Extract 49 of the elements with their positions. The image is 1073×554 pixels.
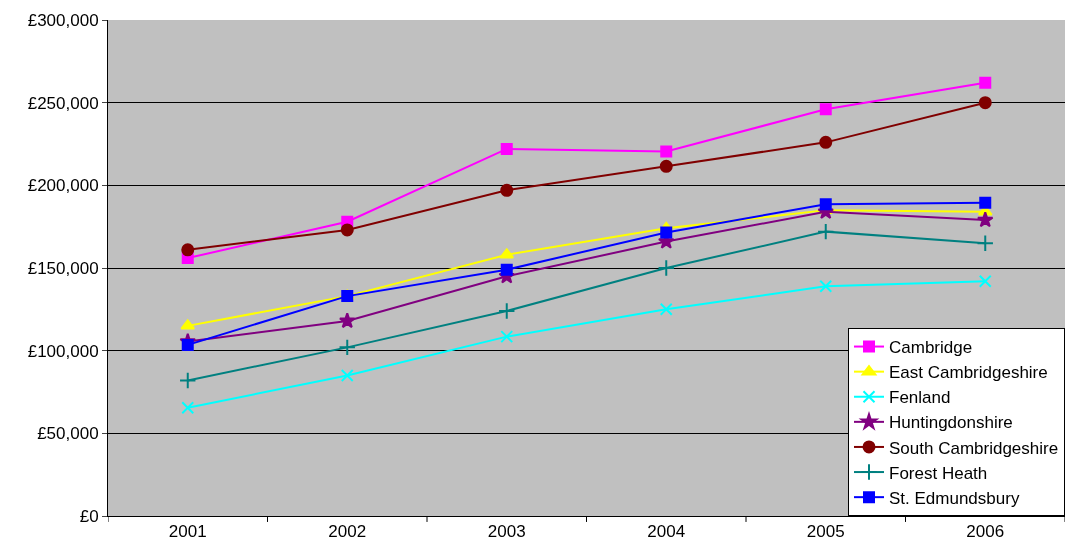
legend-label: South Cambridgeshire — [889, 438, 1059, 458]
point — [819, 135, 833, 149]
legend-label: Forest Heath — [889, 463, 988, 483]
point — [979, 196, 992, 209]
point — [976, 234, 994, 252]
point — [657, 259, 675, 277]
legend-label: Huntingdonshire — [889, 413, 1013, 433]
point — [660, 145, 673, 158]
point — [500, 330, 514, 344]
y-tick-label: £0 — [79, 506, 99, 526]
point — [340, 368, 354, 382]
point — [976, 211, 994, 228]
point — [819, 198, 832, 211]
legend-label: Fenland — [889, 388, 951, 408]
y-tick-label: £100,000 — [27, 341, 99, 361]
point — [979, 76, 992, 89]
x-tick-label: 2001 — [168, 522, 207, 542]
y-tick-label: £50,000 — [37, 424, 99, 444]
point — [978, 96, 992, 110]
x-tick-label: 2004 — [647, 522, 686, 542]
point — [500, 263, 513, 276]
point — [659, 159, 673, 173]
point — [338, 338, 356, 357]
point — [500, 183, 514, 197]
point — [181, 338, 194, 351]
point — [181, 243, 195, 257]
y-tick-label: £150,000 — [27, 258, 99, 278]
x-tick-label: 2002 — [328, 522, 367, 542]
point — [659, 302, 673, 316]
point — [819, 103, 832, 116]
point — [500, 142, 513, 155]
x-tick-label: 2006 — [966, 522, 1005, 542]
y-tick-label: £300,000 — [27, 10, 99, 30]
legend-label: Cambridge — [889, 338, 973, 358]
y-tick-label: £250,000 — [27, 93, 99, 113]
point — [660, 226, 673, 239]
point — [338, 312, 356, 329]
point — [181, 401, 195, 415]
point — [817, 222, 835, 241]
y-tick-label: £200,000 — [27, 176, 99, 196]
point — [819, 279, 833, 293]
x-tick-label: 2003 — [487, 522, 526, 542]
point — [179, 371, 197, 390]
legend-label: St. Edmundsbury — [889, 488, 1020, 508]
x-tick-label: 2005 — [806, 522, 845, 542]
point — [978, 274, 992, 288]
legend-label: East Cambridgeshire — [889, 363, 1048, 383]
point — [498, 302, 516, 320]
point — [340, 223, 354, 237]
